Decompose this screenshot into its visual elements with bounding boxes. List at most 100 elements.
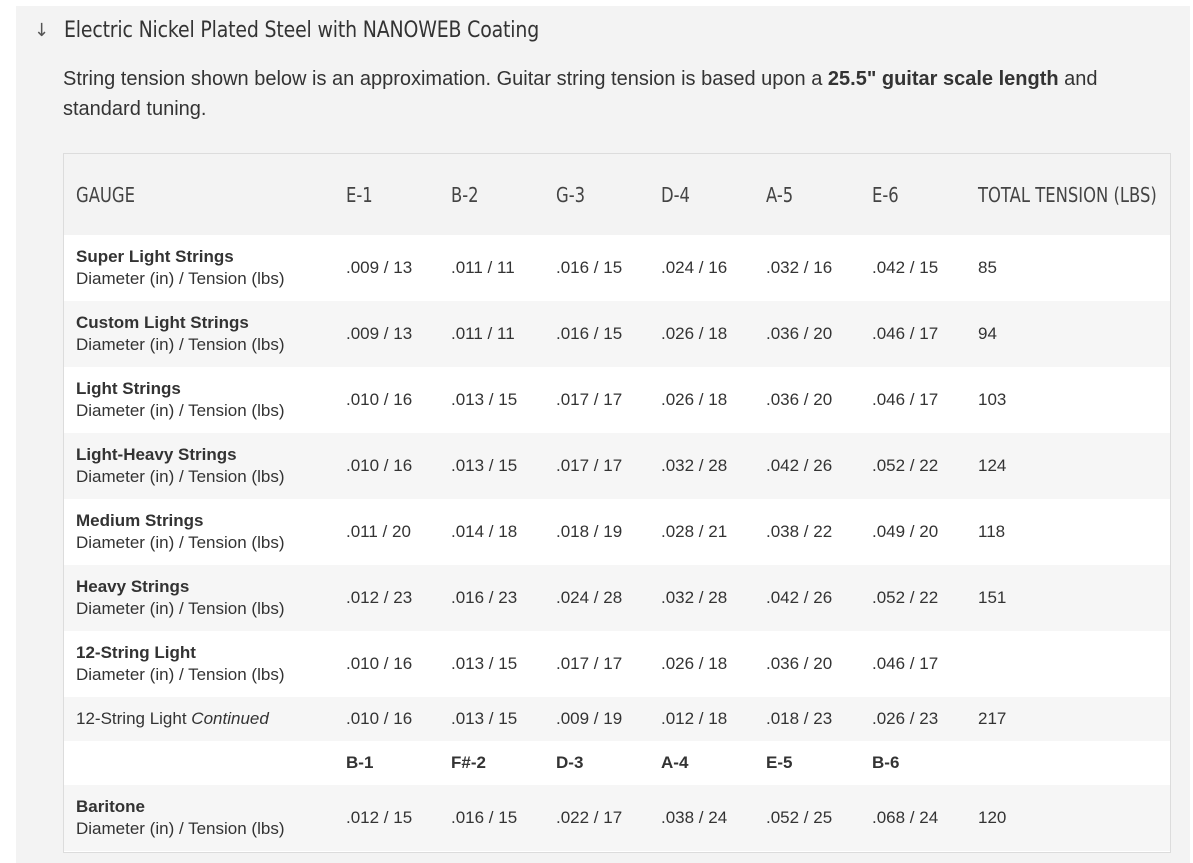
value-cell: .017 / 17 [556,456,623,475]
table-row: 12-String Light Diameter (in) / Tension (… [64,631,1170,697]
section-toggle[interactable]: ↓ Electric Nickel Plated Steel with NANO… [34,20,616,42]
value-cell: .036 / 20 [766,324,833,343]
table-header-row: GAUGE E-1 B-2 G-3 D-4 A-5 E-6 TOTAL TENS… [64,154,1170,235]
value-cell: .046 / 17 [872,654,939,673]
value-cell: .068 / 24 [872,808,939,827]
gauge-cell: 12-String Light Diameter (in) / Tension (… [76,643,285,684]
table-row: Super Light Strings Diameter (in) / Tensi… [64,235,1170,301]
value-cell: .011 / 11 [451,324,515,343]
value-cell: .010 / 16 [346,390,413,409]
value-cell: .046 / 17 [872,324,939,343]
header-a5: A-5 [766,182,794,207]
tuning-cell: F#-2 [451,753,486,772]
value-cell: .014 / 18 [451,522,518,541]
table-row: Heavy Strings Diameter (in) / Tension (lb… [64,565,1170,631]
gauge-cell: Heavy Strings Diameter (in) / Tension (lb… [76,577,285,618]
gauge-cell: 12-String Light Continued [76,709,269,728]
value-cell: .018 / 23 [766,709,833,728]
value-cell: .026 / 18 [661,324,728,343]
header-b2: B-2 [451,182,479,207]
value-cell: .016 / 23 [451,588,518,607]
value-cell: .024 / 28 [556,588,623,607]
value-cell: .009 / 13 [346,258,413,277]
value-cell: .052 / 25 [766,808,833,827]
value-cell: .012 / 23 [346,588,413,607]
header-d4: D-4 [661,182,690,207]
value-cell: .017 / 17 [556,390,623,409]
value-cell: .049 / 20 [872,522,939,541]
value-cell: .026 / 18 [661,390,728,409]
arrow-down-icon: ↓ [34,20,50,41]
gauge-cell: Baritone Diameter (in) / Tension (lbs) [76,797,285,838]
header-g3: G-3 [556,182,586,207]
value-cell: .028 / 21 [661,522,728,541]
value-cell: .032 / 28 [661,588,728,607]
value-cell: .010 / 16 [346,456,413,475]
table-row: Light-Heavy Strings Diameter (in) / Tensi… [64,433,1170,499]
value-cell: .042 / 26 [766,456,833,475]
value-cell: .038 / 22 [766,522,833,541]
header-e1: E-1 [346,182,373,207]
intro-bold: 25.5" guitar scale length [827,68,1059,90]
value-cell: .018 / 19 [556,522,623,541]
gauge-cell [64,741,334,785]
tuning-cell: A-4 [661,753,689,772]
total-cell [966,741,1170,785]
tuning-cell: B-6 [872,753,900,772]
value-cell: .032 / 28 [661,456,728,475]
value-cell: .022 / 17 [556,808,623,827]
value-cell: .012 / 18 [661,709,728,728]
value-cell: .016 / 15 [556,324,623,343]
baritone-tuning-row: B-1 F#-2 D-3 A-4 E-5 B-6 [64,741,1170,785]
value-cell: .010 / 16 [346,709,413,728]
tuning-cell: B-1 [346,753,374,772]
value-cell: .009 / 13 [346,324,413,343]
value-cell: .026 / 18 [661,654,728,673]
header-total: TOTAL TENSION (LBS) [978,182,1157,207]
value-cell: .013 / 15 [451,709,518,728]
total-cell: 120 [978,808,1007,827]
value-cell: .011 / 11 [451,258,515,277]
value-cell: .052 / 22 [872,588,939,607]
table-row-continued: 12-String Light Continued .010 / 16 .013… [64,697,1170,741]
total-cell [966,631,1170,697]
value-cell: .013 / 15 [451,654,518,673]
value-cell: .046 / 17 [872,390,939,409]
intro-paragraph: String tension shown below is an approxi… [63,64,1173,124]
section-title: Electric Nickel Plated Steel with NANOWE… [64,18,540,43]
table-row: Medium Strings Diameter (in) / Tension (l… [64,499,1170,565]
tuning-cell: D-3 [556,753,584,772]
value-cell: .026 / 23 [872,709,939,728]
intro-text-end: and standard tuning. [63,68,1098,120]
table-row: Light Strings Diameter (in) / Tension (lb… [64,367,1170,433]
value-cell: .036 / 20 [766,390,833,409]
value-cell: .009 / 19 [556,709,623,728]
value-cell: .011 / 20 [346,522,411,541]
gauge-cell: Custom Light Strings Diameter (in) / Tens… [76,313,285,354]
value-cell: .016 / 15 [451,808,518,827]
value-cell: .042 / 26 [766,588,833,607]
total-cell: 151 [978,588,1007,607]
total-cell: 118 [978,522,1006,541]
value-cell: .013 / 15 [451,390,518,409]
value-cell: .042 / 15 [872,258,939,277]
header-e6: E-6 [872,182,899,207]
gauge-cell: Super Light Strings Diameter (in) / Tensi… [76,247,285,288]
value-cell: .012 / 15 [346,808,413,827]
gauge-cell: Light-Heavy Strings Diameter (in) / Tensi… [76,445,285,486]
table-row: Baritone Diameter (in) / Tension (lbs) .0… [64,785,1170,851]
tension-table: GAUGE E-1 B-2 G-3 D-4 A-5 E-6 TOTAL TENS… [63,153,1171,853]
content-panel: ↓ Electric Nickel Plated Steel with NANO… [16,6,1190,863]
table-row: Custom Light Strings Diameter (in) / Tens… [64,301,1170,367]
gauge-cell: Medium Strings Diameter (in) / Tension (l… [76,511,285,552]
total-cell: 124 [978,456,1007,475]
value-cell: .038 / 24 [661,808,728,827]
total-cell: 94 [978,324,997,343]
value-cell: .052 / 22 [872,456,939,475]
value-cell: .024 / 16 [661,258,728,277]
value-cell: .036 / 20 [766,654,833,673]
value-cell: .017 / 17 [556,654,623,673]
intro-text: String tension shown below is an approxi… [63,68,828,90]
total-cell: 103 [978,390,1007,409]
total-cell: 217 [978,709,1007,728]
